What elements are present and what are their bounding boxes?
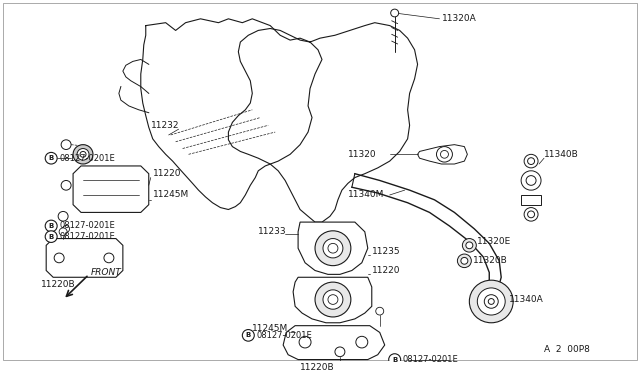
Circle shape bbox=[45, 231, 57, 243]
Circle shape bbox=[390, 9, 399, 17]
Circle shape bbox=[488, 299, 494, 304]
Circle shape bbox=[466, 242, 473, 249]
Circle shape bbox=[104, 253, 114, 263]
Circle shape bbox=[328, 243, 338, 253]
Circle shape bbox=[462, 238, 476, 252]
Circle shape bbox=[323, 238, 343, 258]
Circle shape bbox=[80, 151, 86, 157]
Polygon shape bbox=[298, 222, 368, 275]
Polygon shape bbox=[293, 277, 372, 323]
Circle shape bbox=[315, 231, 351, 266]
Text: 11245M: 11245M bbox=[153, 190, 189, 199]
Text: FRONT: FRONT bbox=[91, 268, 122, 277]
Text: B: B bbox=[49, 234, 54, 240]
Circle shape bbox=[376, 307, 384, 315]
Circle shape bbox=[436, 147, 452, 162]
Polygon shape bbox=[417, 145, 467, 164]
Circle shape bbox=[315, 282, 351, 317]
Circle shape bbox=[63, 225, 70, 232]
Circle shape bbox=[299, 336, 311, 348]
Circle shape bbox=[58, 211, 68, 221]
Circle shape bbox=[477, 288, 505, 315]
Circle shape bbox=[526, 176, 536, 185]
Circle shape bbox=[484, 295, 498, 308]
Text: 11220B: 11220B bbox=[300, 363, 335, 372]
Text: B: B bbox=[246, 332, 251, 339]
Polygon shape bbox=[73, 166, 148, 212]
Text: 08127-0201E: 08127-0201E bbox=[59, 232, 115, 241]
Polygon shape bbox=[46, 238, 123, 277]
Circle shape bbox=[54, 253, 64, 263]
Circle shape bbox=[524, 154, 538, 168]
Circle shape bbox=[469, 280, 513, 323]
Text: 11220: 11220 bbox=[153, 169, 181, 178]
Circle shape bbox=[45, 153, 57, 164]
Text: 11220B: 11220B bbox=[41, 279, 76, 289]
Circle shape bbox=[527, 158, 534, 164]
Text: A  2  00P8: A 2 00P8 bbox=[544, 345, 590, 355]
Circle shape bbox=[59, 228, 67, 235]
Circle shape bbox=[45, 220, 57, 232]
Text: B: B bbox=[392, 356, 397, 363]
Text: B: B bbox=[49, 155, 54, 161]
Text: 11245M: 11245M bbox=[252, 324, 289, 333]
Circle shape bbox=[461, 257, 468, 264]
Text: 11340B: 11340B bbox=[544, 150, 579, 159]
Polygon shape bbox=[283, 326, 385, 360]
Text: 11320A: 11320A bbox=[442, 14, 476, 23]
Circle shape bbox=[440, 150, 449, 158]
Text: 11235: 11235 bbox=[372, 247, 401, 256]
Circle shape bbox=[61, 180, 71, 190]
Circle shape bbox=[61, 140, 71, 150]
Circle shape bbox=[77, 148, 89, 160]
Text: 11220: 11220 bbox=[372, 266, 400, 275]
Text: B: B bbox=[49, 223, 54, 229]
Circle shape bbox=[524, 208, 538, 221]
Text: 11233: 11233 bbox=[259, 227, 287, 236]
Circle shape bbox=[356, 336, 368, 348]
Circle shape bbox=[323, 290, 343, 309]
Circle shape bbox=[73, 145, 93, 164]
Text: 08127-0201E: 08127-0201E bbox=[403, 355, 458, 364]
Circle shape bbox=[521, 171, 541, 190]
Circle shape bbox=[335, 347, 345, 357]
Circle shape bbox=[243, 330, 254, 341]
Circle shape bbox=[388, 354, 401, 365]
Text: 08127-0201E: 08127-0201E bbox=[59, 221, 115, 231]
Circle shape bbox=[328, 295, 338, 304]
Text: 08127-0201E: 08127-0201E bbox=[59, 154, 115, 163]
Text: 11320: 11320 bbox=[348, 150, 376, 159]
Text: 08127-0201E: 08127-0201E bbox=[256, 331, 312, 340]
Text: 11320E: 11320E bbox=[477, 237, 511, 246]
Circle shape bbox=[458, 254, 471, 267]
Polygon shape bbox=[521, 195, 541, 205]
Text: 11340M: 11340M bbox=[348, 190, 384, 199]
Text: 11340A: 11340A bbox=[509, 295, 544, 304]
Text: 11232: 11232 bbox=[151, 121, 179, 130]
Circle shape bbox=[527, 211, 534, 218]
Text: 11320B: 11320B bbox=[474, 256, 508, 265]
